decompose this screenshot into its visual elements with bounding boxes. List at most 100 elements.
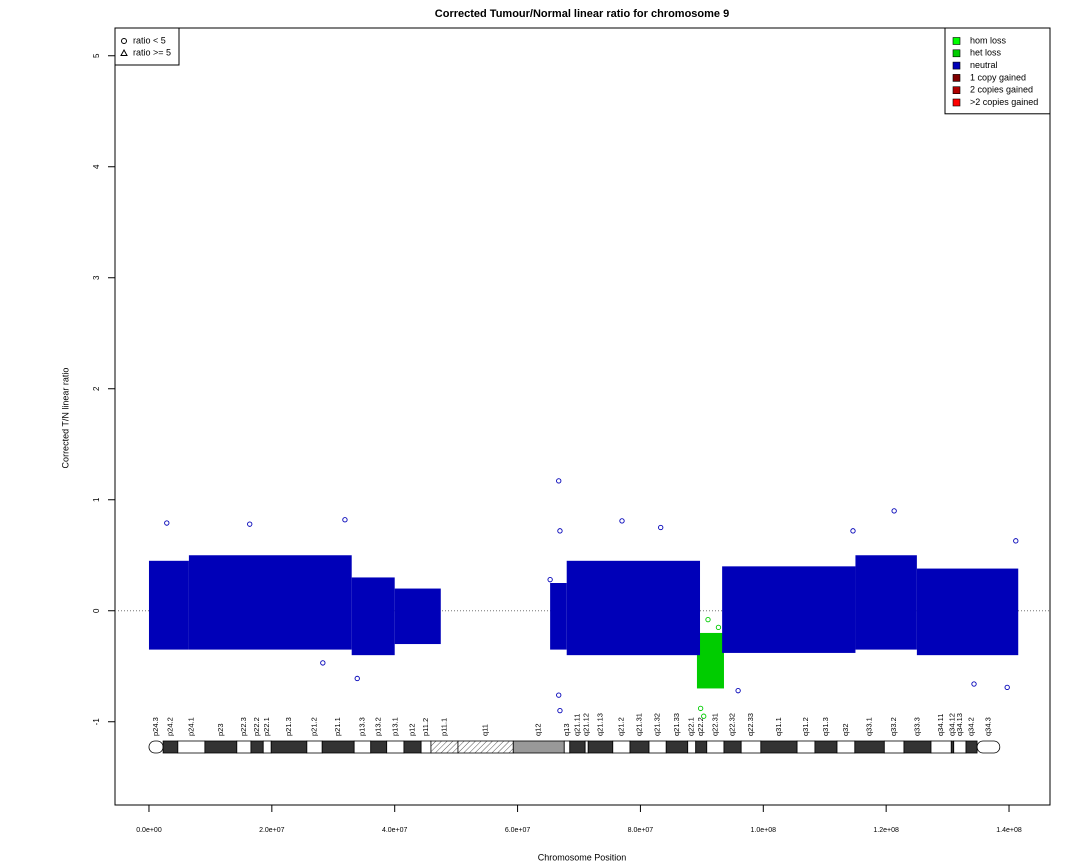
ideogram-band (569, 740, 586, 754)
ideogram-band (612, 740, 631, 754)
point-cloud (188, 555, 352, 650)
y-axis-label: Corrected T/N linear ratio (60, 368, 70, 469)
y-tick-label: 3 (92, 275, 101, 280)
legend-label: ratio < 5 (133, 35, 166, 45)
data-point (1013, 538, 1019, 544)
point-cloud (722, 566, 856, 653)
ideogram-band (665, 740, 689, 754)
y-tick-label: 1 (92, 497, 101, 502)
ideogram-label: q34.11 (936, 714, 945, 736)
data-point (619, 518, 625, 524)
ideogram-band (262, 740, 272, 754)
ideogram-label: q21.31 (634, 713, 643, 736)
point-cloud (696, 632, 724, 689)
ideogram-band (965, 740, 978, 754)
ideogram-label: p24.3 (151, 717, 160, 736)
legend-label: ratio >= 5 (133, 47, 171, 57)
ideogram-label: p24.1 (186, 717, 195, 736)
data-point (547, 577, 553, 583)
ideogram-band (353, 740, 372, 754)
point-cloud (566, 560, 701, 656)
data-point (164, 520, 170, 526)
x-tick-label: 4.0e+07 (382, 827, 408, 834)
ideogram-band (976, 740, 1001, 754)
ideogram-label: q34.2 (967, 717, 976, 736)
legend-symbol (120, 48, 128, 56)
ideogram-label: p22.1 (262, 717, 271, 736)
ideogram-band (584, 740, 589, 754)
data-point (342, 517, 348, 523)
ideogram-label: p23 (216, 723, 225, 736)
y-tick-label: -1 (92, 718, 101, 726)
ideogram-label: q34.13 (955, 713, 964, 736)
y-tick-label: 5 (92, 53, 101, 58)
x-axis-label: Chromosome Position (538, 852, 627, 862)
legend-label: het loss (970, 48, 1002, 58)
plot-frame (114, 27, 1051, 806)
legend-label: neutral (970, 60, 998, 70)
legend-swatch (952, 49, 961, 58)
data-point (320, 660, 326, 666)
ideogram-label: p13.1 (390, 717, 399, 736)
ideogram-band (796, 740, 816, 754)
data-point (557, 528, 563, 534)
ideogram-band (148, 740, 164, 754)
ideogram-band (386, 740, 405, 754)
ideogram-label: p13.3 (357, 717, 366, 736)
data-point (697, 705, 704, 712)
ideogram-band (236, 740, 252, 754)
ideogram-label: q21.2 (616, 717, 625, 736)
ideogram-band (563, 740, 571, 754)
ideogram-label: p11.2 (421, 718, 430, 736)
ideogram-band (162, 740, 179, 754)
ideogram-band (306, 740, 323, 754)
y-tick-label: 2 (92, 386, 101, 391)
ideogram-label: p13.2 (374, 717, 383, 736)
ideogram-label: p21.3 (284, 717, 293, 736)
data-point (701, 713, 707, 719)
x-tick-label: 1.2e+08 (873, 827, 899, 834)
ideogram-label: q13 (562, 723, 571, 736)
legend-label: 2 copies gained (970, 85, 1033, 95)
ideogram-label: p12 (408, 723, 417, 736)
legend-label: 1 copy gained (970, 72, 1026, 82)
ideogram-label: p22.2 (252, 717, 261, 736)
point-cloud (351, 577, 395, 656)
ideogram-band (740, 740, 762, 754)
ideogram-band (930, 740, 952, 754)
data-point (705, 616, 711, 623)
ideogram-band (370, 740, 388, 754)
ideogram-band (629, 740, 650, 754)
legend-swatch (952, 37, 961, 45)
data-point (354, 675, 360, 682)
point-cloud (394, 588, 441, 645)
data-point (715, 624, 722, 631)
ideogram-label: p24.2 (165, 717, 174, 736)
ideogram-label: q34.12 (947, 713, 956, 736)
ideogram-label: q21.12 (582, 713, 591, 736)
ideogram-label: p22.3 (239, 717, 248, 736)
ideogram-band (706, 740, 725, 754)
ideogram-band (512, 740, 565, 754)
ideogram-band (250, 740, 264, 754)
x-tick-label: 1.0e+08 (751, 827, 777, 834)
ideogram-label: p11.1 (439, 718, 448, 736)
ideogram-label: q31.3 (821, 717, 830, 736)
data-point (556, 692, 562, 698)
point-cloud (916, 568, 1019, 656)
ideogram-label: q33.1 (865, 717, 874, 736)
chart-title: Corrected Tumour/Normal linear ratio for… (435, 8, 729, 20)
ideogram-label: q31.2 (801, 717, 810, 736)
ideogram-label: q21.32 (653, 713, 662, 736)
data-point (247, 521, 253, 527)
x-tick-label: 8.0e+07 (628, 827, 654, 834)
ideogram-band (953, 740, 967, 754)
data-point (1004, 684, 1010, 690)
ideogram-label: q11 (481, 724, 490, 736)
x-tick-label: 2.0e+07 (259, 827, 285, 834)
data-point (891, 508, 897, 514)
ideogram-band (430, 740, 459, 754)
legend-swatch (952, 98, 961, 107)
ideogram-band (836, 740, 856, 754)
